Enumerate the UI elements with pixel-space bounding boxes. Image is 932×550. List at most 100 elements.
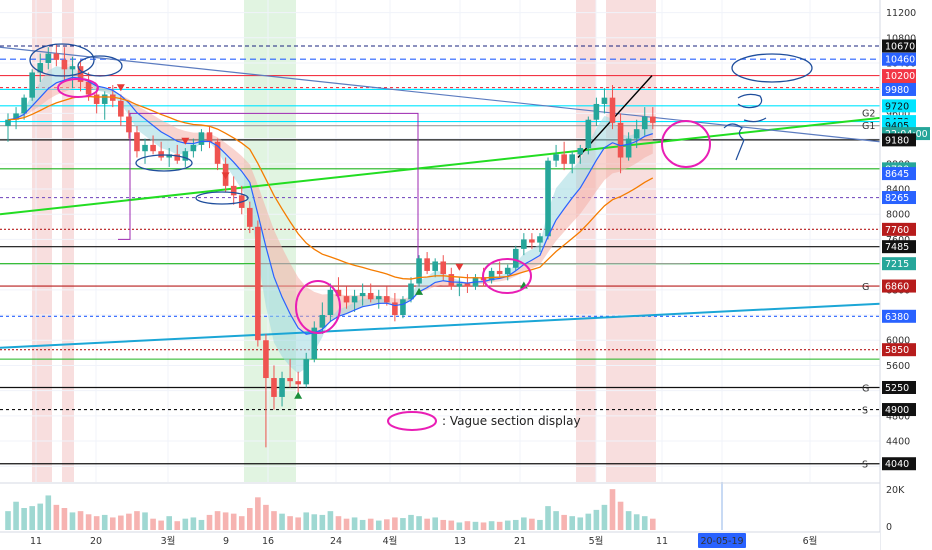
legend-text: : Vague section display: [442, 414, 581, 428]
ma-clouds: [8, 66, 653, 374]
volume-bar: [142, 512, 148, 530]
session-band: [62, 0, 74, 482]
candle-body: [432, 261, 438, 271]
volume-bar: [101, 514, 108, 530]
candle-body: [408, 283, 414, 300]
candle-body: [174, 154, 181, 161]
session-band: [32, 0, 52, 482]
buy-signal: [415, 287, 424, 295]
volume-bar: [392, 517, 398, 530]
candle-body: [206, 132, 213, 142]
volume-bar: [85, 514, 92, 530]
price-axis[interactable]: 1120010800104001000096009200880084008000…: [862, 0, 932, 550]
candle-body: [69, 66, 76, 70]
candle-body: [93, 94, 100, 104]
candle-body: [343, 296, 350, 303]
volume-bar: [400, 518, 406, 530]
time-axis[interactable]: 11 20 3월 9 16 24 4월 13 21 5월 11 20-05-19 6월: [0, 531, 880, 550]
price-tick-label: 4400: [886, 437, 910, 448]
candle-body: [101, 94, 108, 104]
volume-bar: [617, 501, 624, 530]
volume-pane: [0, 482, 880, 530]
candle-body: [335, 289, 342, 297]
candle-body: [263, 340, 269, 379]
volume-bar: [287, 516, 293, 530]
volume-bar: [198, 519, 205, 530]
price-tag-label: 5250: [885, 383, 909, 394]
candle-body: [375, 296, 382, 300]
time-cursor-label: 20-05-19: [700, 536, 743, 547]
volume-bar: [271, 511, 277, 530]
price-tag-label: 8645: [885, 169, 909, 180]
candle-body: [319, 315, 326, 328]
legend-magenta-ellipse: [387, 411, 437, 431]
volume-bar: [93, 516, 100, 530]
price-tag-label: 7215: [885, 259, 909, 270]
volume-bar: [472, 521, 479, 530]
volume-bar: [13, 501, 19, 530]
candle-body: [5, 119, 11, 127]
volume-bar: [633, 514, 640, 530]
candle-body: [585, 119, 592, 149]
candle-body: [142, 144, 148, 152]
price-tag: [882, 133, 916, 147]
candle-body: [166, 154, 172, 158]
volume-bar: [279, 513, 285, 530]
candle-body: [21, 97, 27, 114]
candle-body: [311, 327, 318, 360]
candle-body: [392, 302, 398, 316]
candle-body: [126, 116, 132, 133]
candle-body: [255, 226, 261, 341]
price-tag-label: 9405: [885, 121, 909, 132]
ema-slow-line: [7, 95, 654, 280]
volume-bar: [359, 519, 366, 530]
candle-body: [448, 274, 455, 287]
candle-body: [271, 378, 277, 397]
volume-bar: [5, 511, 11, 530]
candle-body: [641, 116, 648, 130]
annotation-legend: : Vague section display: [387, 411, 581, 431]
candle-body: [593, 103, 600, 120]
blue-ellipse: [731, 53, 813, 83]
time-tick-label: 11: [30, 536, 42, 547]
buy-signal: [294, 391, 303, 399]
price-tag: [882, 240, 916, 254]
price-tag-label: 10200: [885, 71, 915, 82]
volume-bar: [432, 517, 438, 530]
candle-body: [416, 258, 422, 284]
price-tag: [882, 82, 916, 96]
volume-bar: [585, 513, 592, 530]
price-tag: [882, 457, 916, 471]
candles: [5, 44, 656, 448]
level-marker-label: S: [862, 460, 868, 471]
volume-bar: [295, 517, 301, 530]
blue-scribble: [743, 117, 767, 123]
candle-body: [158, 151, 164, 158]
volume-bar: [456, 522, 463, 530]
volume-bar: [488, 521, 495, 530]
volume-bar: [609, 489, 616, 530]
volume-bar: [206, 514, 213, 530]
volume-bar: [327, 511, 334, 530]
price-tag: [882, 222, 916, 236]
volume-bar: [255, 497, 261, 530]
price-tick-label: 6000: [886, 336, 910, 347]
ema-fast-line: [7, 76, 653, 335]
candle-body: [29, 72, 35, 98]
candle-body: [504, 267, 511, 275]
level-marker-label: G: [862, 383, 869, 394]
candle-body: [488, 270, 495, 281]
candle-body: [617, 122, 624, 158]
sell-signal: [455, 263, 464, 271]
candle-body: [496, 270, 503, 275]
volume-bar: [448, 520, 455, 530]
price-tag: [882, 257, 916, 271]
blue-ellipse: [77, 55, 123, 77]
gridlines: [0, 0, 880, 482]
volume-bar: [650, 518, 656, 530]
level-marker-label: G1: [862, 121, 875, 132]
time-tick-label: 16: [262, 536, 274, 547]
volume-bar: [408, 514, 414, 530]
volume-bar: [424, 518, 430, 530]
